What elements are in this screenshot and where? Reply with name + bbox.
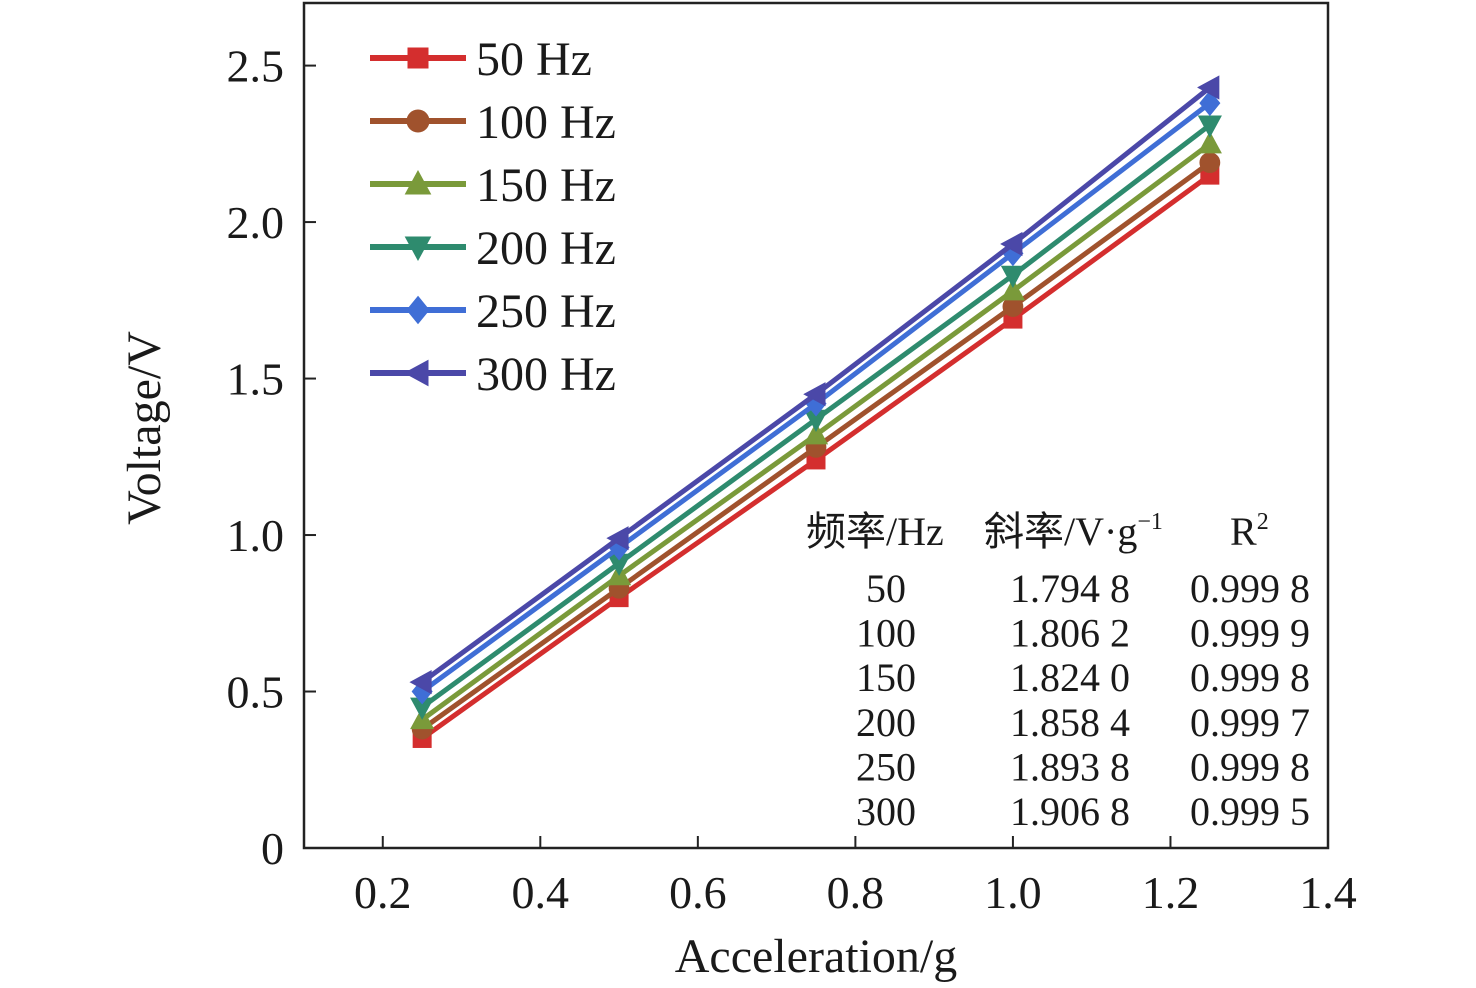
series-layer (409, 75, 1222, 748)
x-axis-title: Acceleration/g (675, 930, 958, 983)
table-cell: 300 (856, 789, 916, 834)
table-row: 200 1.858 4 0.999 7 (856, 700, 1310, 745)
legend-marker (404, 169, 432, 195)
table-header-slope: 斜率/V·g−1 (984, 509, 1163, 554)
table-cell: 1.906 8 (1010, 789, 1130, 834)
legend-label: 300 Hz (476, 348, 616, 401)
x-tick-label: 1.2 (1142, 867, 1200, 918)
legend-label: 150 Hz (476, 159, 616, 212)
legend-label: 100 Hz (476, 96, 616, 149)
y-tick-label: 1.5 (227, 354, 285, 405)
table-cell: 1.806 2 (1010, 611, 1130, 656)
axis-layer: 0.2 0.4 0.6 0.8 1.0 1.2 1.4 0 0.5 1.0 1.5 2.0 2.5 (227, 41, 1357, 918)
legend-marker (404, 236, 432, 262)
table-cell: 0.999 5 (1190, 789, 1310, 834)
table-cell: 0.999 8 (1190, 566, 1310, 611)
table-cell: 0.999 7 (1190, 700, 1310, 745)
x-tick-label: 0.4 (512, 867, 570, 918)
r-superscript: 2 (1257, 509, 1269, 535)
y-tick-label: 0 (261, 823, 284, 874)
table-cell: 1.893 8 (1010, 744, 1130, 789)
x-tick-label: 0.6 (669, 867, 727, 918)
stats-table: 频率/Hz 斜率/V·g−1 R2 50 1.794 8 0.999 8 100 1.8… (806, 509, 1310, 834)
x-tick-label: 0.8 (827, 867, 885, 918)
legend: 50 Hz 100 Hz 150 Hz 200 Hz 250 Hz 300 Hz (370, 33, 616, 401)
table-rows: 50 1.794 8 0.999 8 100 1.806 2 0.999 9 150 1.82… (856, 566, 1310, 834)
data-point (803, 382, 826, 407)
table-cell: 0.999 9 (1190, 611, 1310, 656)
data-point (1197, 75, 1220, 100)
series-300hz (409, 75, 1220, 695)
table-cell: 1.858 4 (1010, 700, 1130, 745)
y-tick-label: 0.5 (227, 667, 285, 718)
data-point (803, 422, 829, 445)
legend-item: 150 Hz (370, 159, 616, 212)
legend-label: 250 Hz (476, 285, 616, 338)
legend-marker (406, 109, 430, 133)
plot-frame (302, 1, 1330, 850)
table-cell: 0.999 8 (1190, 655, 1310, 700)
legend-marker (403, 359, 429, 387)
data-point (1000, 278, 1026, 301)
slope-unit-superscript: −1 (1137, 509, 1163, 535)
table-header-frequency: 频率/Hz (806, 509, 944, 554)
table-cell: 150 (856, 655, 916, 700)
table-row: 150 1.824 0 0.999 8 (856, 655, 1310, 700)
y-tick-label: 2.0 (227, 197, 285, 248)
legend-item: 200 Hz (370, 222, 616, 275)
table-row: 250 1.893 8 0.999 8 (856, 744, 1310, 789)
legend-item: 300 Hz (370, 348, 616, 401)
legend-item: 50 Hz (370, 33, 592, 86)
table-row: 100 1.806 2 0.999 9 (856, 611, 1310, 656)
data-point (409, 670, 432, 695)
legend-item: 100 Hz (370, 96, 616, 149)
table-cell: 0.999 8 (1190, 744, 1310, 789)
x-tick-label: 0.2 (354, 867, 412, 918)
data-point (1199, 152, 1221, 174)
legend-label: 200 Hz (476, 222, 616, 275)
y-tick-label: 1.0 (227, 510, 285, 561)
data-point (1000, 231, 1023, 257)
data-point (606, 526, 629, 551)
table-cell: 1.794 8 (1010, 566, 1130, 611)
y-axis-title: Voltage/V (118, 331, 171, 525)
table-cell: 1.824 0 (1010, 655, 1130, 700)
table-cell: 200 (856, 700, 916, 745)
x-tick-label: 1.0 (984, 867, 1042, 918)
table-cell: 250 (856, 744, 916, 789)
legend-label: 50 Hz (476, 33, 592, 86)
series-200hz (410, 115, 1222, 720)
x-tick-label: 1.4 (1299, 867, 1357, 918)
table-header-r2: R2 (1230, 509, 1269, 554)
legend-marker (406, 295, 430, 325)
data-point (1197, 131, 1222, 154)
table-row: 50 1.794 8 0.999 8 (866, 566, 1310, 611)
series-150hz (410, 131, 1222, 730)
table-cell: 50 (866, 566, 906, 611)
legend-item: 250 Hz (370, 285, 616, 338)
table-row: 300 1.906 8 0.999 5 (856, 789, 1310, 834)
table-cell: 100 (856, 611, 916, 656)
legend-marker (407, 47, 429, 69)
y-tick-label: 2.5 (227, 41, 285, 92)
